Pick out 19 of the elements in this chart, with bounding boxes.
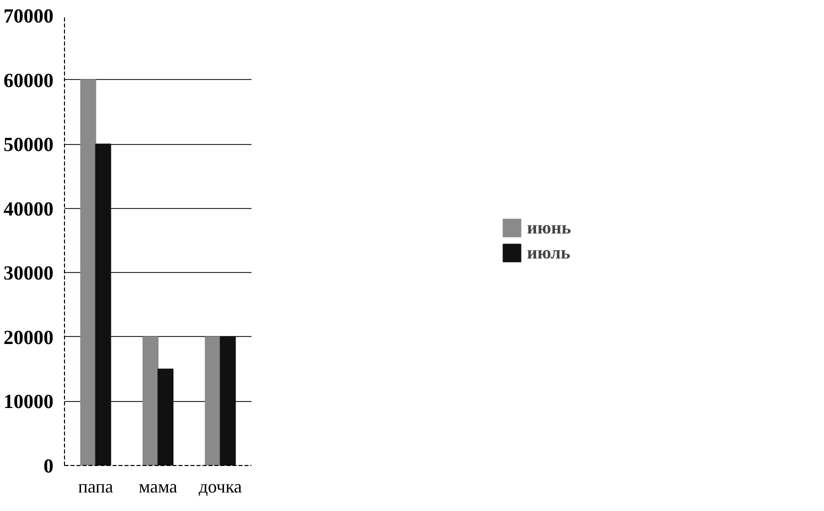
x-tick-label: дочка bbox=[198, 476, 242, 496]
x-tick-label: мама bbox=[138, 476, 178, 496]
y-tick-label: 40000 bbox=[4, 198, 54, 220]
y-tick-label: 50000 bbox=[4, 134, 54, 156]
bar bbox=[142, 336, 158, 466]
x-tick-label: папа bbox=[78, 476, 114, 496]
y-tick-label: 60000 bbox=[4, 70, 54, 92]
y-tick-label: 70000 bbox=[4, 6, 54, 28]
y-tick-label: 20000 bbox=[4, 326, 54, 349]
bar bbox=[220, 336, 236, 466]
bar bbox=[95, 144, 112, 466]
bar bbox=[204, 336, 221, 466]
y-tick-label: 10000 bbox=[4, 391, 54, 414]
y-tick-label: 30000 bbox=[4, 262, 54, 285]
bar bbox=[158, 368, 174, 466]
legend-label: июль bbox=[526, 242, 570, 263]
bar bbox=[80, 79, 96, 466]
y-tick-label: 0 bbox=[44, 456, 54, 478]
legend-label: июнь bbox=[526, 217, 572, 238]
